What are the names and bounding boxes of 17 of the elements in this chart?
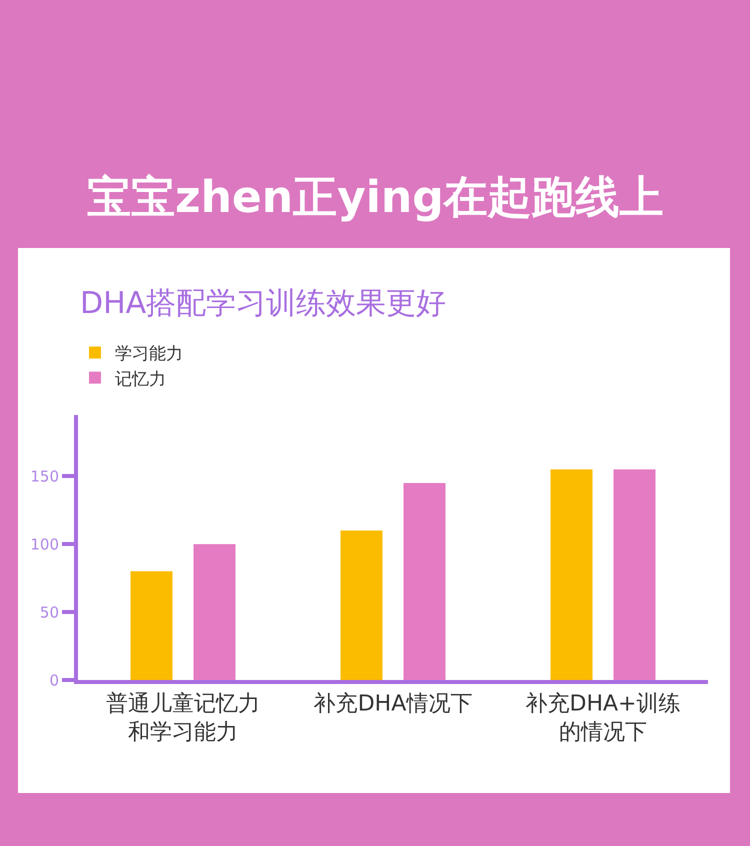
legend-label: 记忆力: [115, 369, 166, 390]
chart-title: 宝宝zhen正ying在起跑线上: [87, 172, 664, 223]
bar: [404, 482, 446, 680]
bar: [194, 544, 236, 680]
x-tick-label: 补充DHA情况下: [314, 691, 472, 716]
x-tick-label: 普通儿童记忆力和学习能力: [106, 691, 260, 745]
legend-label: 学习能力: [115, 344, 183, 364]
chart-subtitle: DHA搭配学习训练效果更好: [80, 286, 446, 321]
y-tick-label: 100: [30, 535, 59, 554]
x-tick-label: 补充DHA+训练的情况下: [526, 691, 680, 745]
bar: [614, 469, 656, 680]
y-tick-label: 0: [49, 671, 59, 690]
bar: [130, 571, 172, 680]
y-tick-label: 150: [30, 467, 59, 486]
y-tick-label: 50: [40, 603, 59, 622]
bar: [340, 530, 382, 680]
bar: [550, 469, 592, 680]
